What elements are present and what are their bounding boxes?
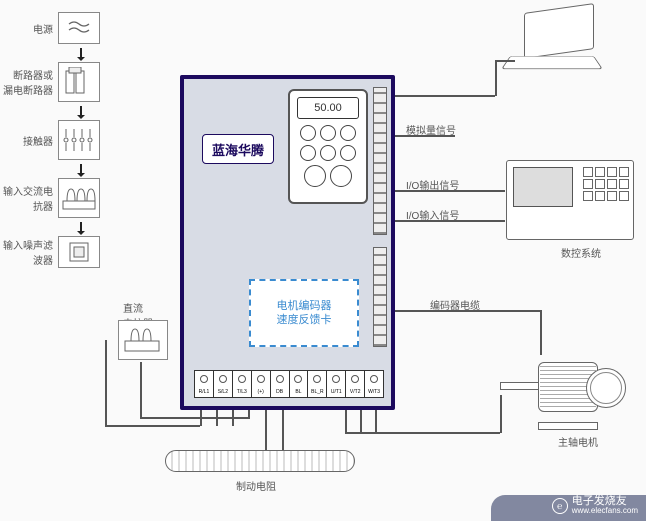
- ac-reactor-label: 输入交流电抗器: [0, 183, 58, 213]
- line-analog-2: [495, 60, 497, 96]
- io-out-label: I/O输出信号: [406, 177, 459, 192]
- cnc-keypad: [583, 167, 629, 203]
- keypad-btn: [300, 145, 316, 161]
- resistor-label: 制动电阻: [236, 478, 276, 493]
- line-uvw-2: [360, 410, 362, 432]
- braking-resistor: [165, 450, 355, 472]
- cnc-screen: [513, 167, 573, 207]
- keypad-btn: [340, 145, 356, 161]
- power-terminals: R/L1 S/L2 T/L3 (+) DB BL BL_R U/T1 V/T2 …: [194, 370, 384, 398]
- motor-fan: [586, 368, 626, 408]
- vfd-unit: 蓝海华腾 50.00 电机编码器 速度反馈卡 R/L1 S/L2 T/L3: [180, 75, 395, 410]
- noise-filter-icon: [58, 236, 100, 268]
- terminal: W/T3: [365, 371, 383, 397]
- contactor: 接触器: [0, 120, 175, 160]
- line-in-h: [105, 425, 200, 427]
- encoder-card-line2: 速度反馈卡: [277, 313, 332, 327]
- terminal: R/L1: [195, 371, 214, 397]
- line-analog-3: [495, 60, 515, 62]
- io-in-label: I/O输入信号: [406, 207, 459, 222]
- power-icon: [58, 12, 100, 44]
- contactor-label: 接触器: [0, 133, 58, 148]
- line-analog-1: [395, 95, 495, 97]
- spindle-motor: [518, 350, 628, 430]
- noise-filter-label: 输入噪声滤波器: [0, 237, 58, 267]
- brand-badge: 蓝海华腾: [202, 134, 274, 164]
- left-input-chain: 电源 断路器或 漏电断路器 接触器 输入交流电抗器: [0, 12, 175, 272]
- noise-filter: 输入噪声滤波器: [0, 236, 175, 268]
- power-source: 电源: [0, 12, 175, 44]
- keypad-btn: [320, 145, 336, 161]
- line-in-v: [105, 340, 107, 425]
- encoder-feedback-card: 电机编码器 速度反馈卡: [249, 279, 359, 347]
- breaker-icon: [58, 62, 100, 102]
- line-res-1: [265, 410, 267, 450]
- control-terminal-top: [373, 87, 387, 235]
- keypad-btn-run: [304, 165, 326, 187]
- laptop-keyboard: [501, 56, 603, 69]
- line-encoder-v: [540, 310, 542, 355]
- line-res-2: [282, 410, 284, 450]
- arrow-2: [80, 106, 82, 118]
- arrow-1: [80, 48, 82, 60]
- line-dc-h: [140, 417, 250, 419]
- terminal: DB: [271, 371, 290, 397]
- keypad-buttons: [290, 123, 366, 189]
- watermark-icon: ℮: [552, 498, 568, 514]
- terminal: S/L2: [214, 371, 233, 397]
- terminal: (+): [252, 371, 271, 397]
- terminal: BL: [290, 371, 309, 397]
- encoder-card-line1: 电机编码器: [277, 299, 332, 313]
- analog-label: 模拟量信号: [406, 122, 456, 137]
- line-dc-up: [248, 410, 250, 418]
- line-uvw-h: [345, 432, 500, 434]
- arrow-4: [80, 222, 82, 234]
- line-uvw-1: [345, 410, 347, 432]
- terminal: BL_R: [308, 371, 327, 397]
- line-dc-v: [140, 362, 142, 417]
- keypad-btn: [320, 125, 336, 141]
- keypad-btn-stop: [330, 165, 352, 187]
- control-terminal-mid: [373, 247, 387, 347]
- ac-reactor: 输入交流电抗器: [0, 178, 175, 218]
- terminal: T/L3: [233, 371, 252, 397]
- arrow-3: [80, 164, 82, 176]
- ac-reactor-icon: [58, 178, 100, 218]
- dc-reactor-icon: [118, 320, 168, 360]
- watermark-url: www.elecfans.com: [572, 507, 638, 515]
- contactor-icon: [58, 120, 100, 160]
- motor-shaft: [500, 382, 540, 390]
- cnc-system: [506, 160, 634, 240]
- keypad-btn: [300, 125, 316, 141]
- breaker: 断路器或 漏电断路器: [0, 62, 175, 102]
- watermark: ℮ 电子发烧友 www.elecfans.com: [552, 496, 638, 515]
- cnc-label: 数控系统: [561, 245, 601, 260]
- encoder-cable-label: 编码器电缆: [430, 297, 480, 312]
- power-label: 电源: [0, 21, 58, 36]
- laptop-screen: [524, 3, 594, 59]
- diagram-root: 电源 断路器或 漏电断路器 接触器 输入交流电抗器: [0, 0, 646, 521]
- terminal: U/T1: [327, 371, 346, 397]
- breaker-label: 断路器或 漏电断路器: [0, 67, 58, 97]
- line-uvw-up: [500, 395, 502, 433]
- motor-base: [538, 422, 598, 430]
- keypad-btn: [340, 125, 356, 141]
- laptop: [506, 8, 611, 80]
- motor-label: 主轴电机: [558, 434, 598, 449]
- line-uvw-3: [375, 410, 377, 432]
- keypad: 50.00: [288, 89, 368, 204]
- terminal: V/T2: [346, 371, 365, 397]
- keypad-display: 50.00: [297, 97, 359, 119]
